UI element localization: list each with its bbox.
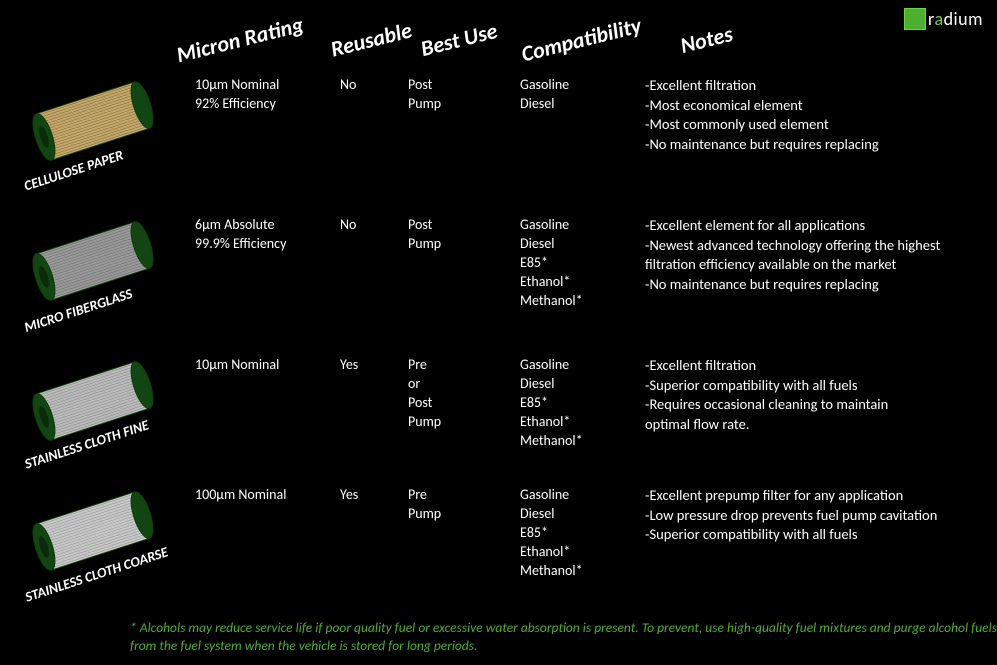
cell-micron: 100µm Nominal: [195, 486, 286, 505]
column-header-micron: Micron Rating: [174, 11, 306, 69]
cell-micron: 10µm Nominal: [195, 356, 279, 375]
cell-compat: Gasoline Diesel E85* Ethanol* Methanol*: [520, 356, 583, 450]
brand-logo: radium: [904, 8, 983, 30]
cell-notes: -Excellent element for all applications …: [645, 216, 940, 294]
cell-compat: Gasoline Diesel E85* Ethanol* Methanol*: [520, 486, 583, 580]
cell-compat: Gasoline Diesel: [520, 76, 569, 114]
cell-micron: 6µm Absolute 99.9% Efficiency: [195, 216, 286, 254]
column-header-compat: Compatibility: [519, 12, 644, 68]
cell-reusable: Yes: [340, 486, 358, 505]
column-header-bestuse: Best Use: [418, 17, 500, 62]
cell-notes: -Excellent filtration -Superior compatib…: [645, 356, 888, 434]
cell-reusable: No: [340, 216, 356, 235]
cell-bestuse: Pre or Post Pump: [408, 356, 441, 432]
cell-notes: -Excellent filtration -Most economical e…: [645, 76, 879, 154]
cell-bestuse: Post Pump: [408, 216, 441, 254]
filter-illustration: [18, 486, 168, 556]
filter-illustration: [18, 216, 168, 286]
brand-logo-mark: [904, 8, 926, 30]
cell-bestuse: Pre Pump: [408, 486, 441, 524]
cell-bestuse: Post Pump: [408, 76, 441, 114]
filter-illustration: [18, 76, 168, 146]
brand-logo-text: radium: [928, 8, 983, 30]
column-header-reusable: Reusable: [328, 16, 415, 62]
cell-compat: Gasoline Diesel E85* Ethanol* Methanol*: [520, 216, 583, 310]
footnote: * Alcohols may reduce service life if po…: [130, 619, 997, 655]
cell-reusable: Yes: [340, 356, 358, 375]
cell-reusable: No: [340, 76, 356, 95]
cell-micron: 10µm Nominal 92% Efficiency: [195, 76, 279, 114]
column-header-notes: Notes: [678, 20, 736, 59]
cell-notes: -Excellent prepump filter for any applic…: [645, 486, 937, 545]
